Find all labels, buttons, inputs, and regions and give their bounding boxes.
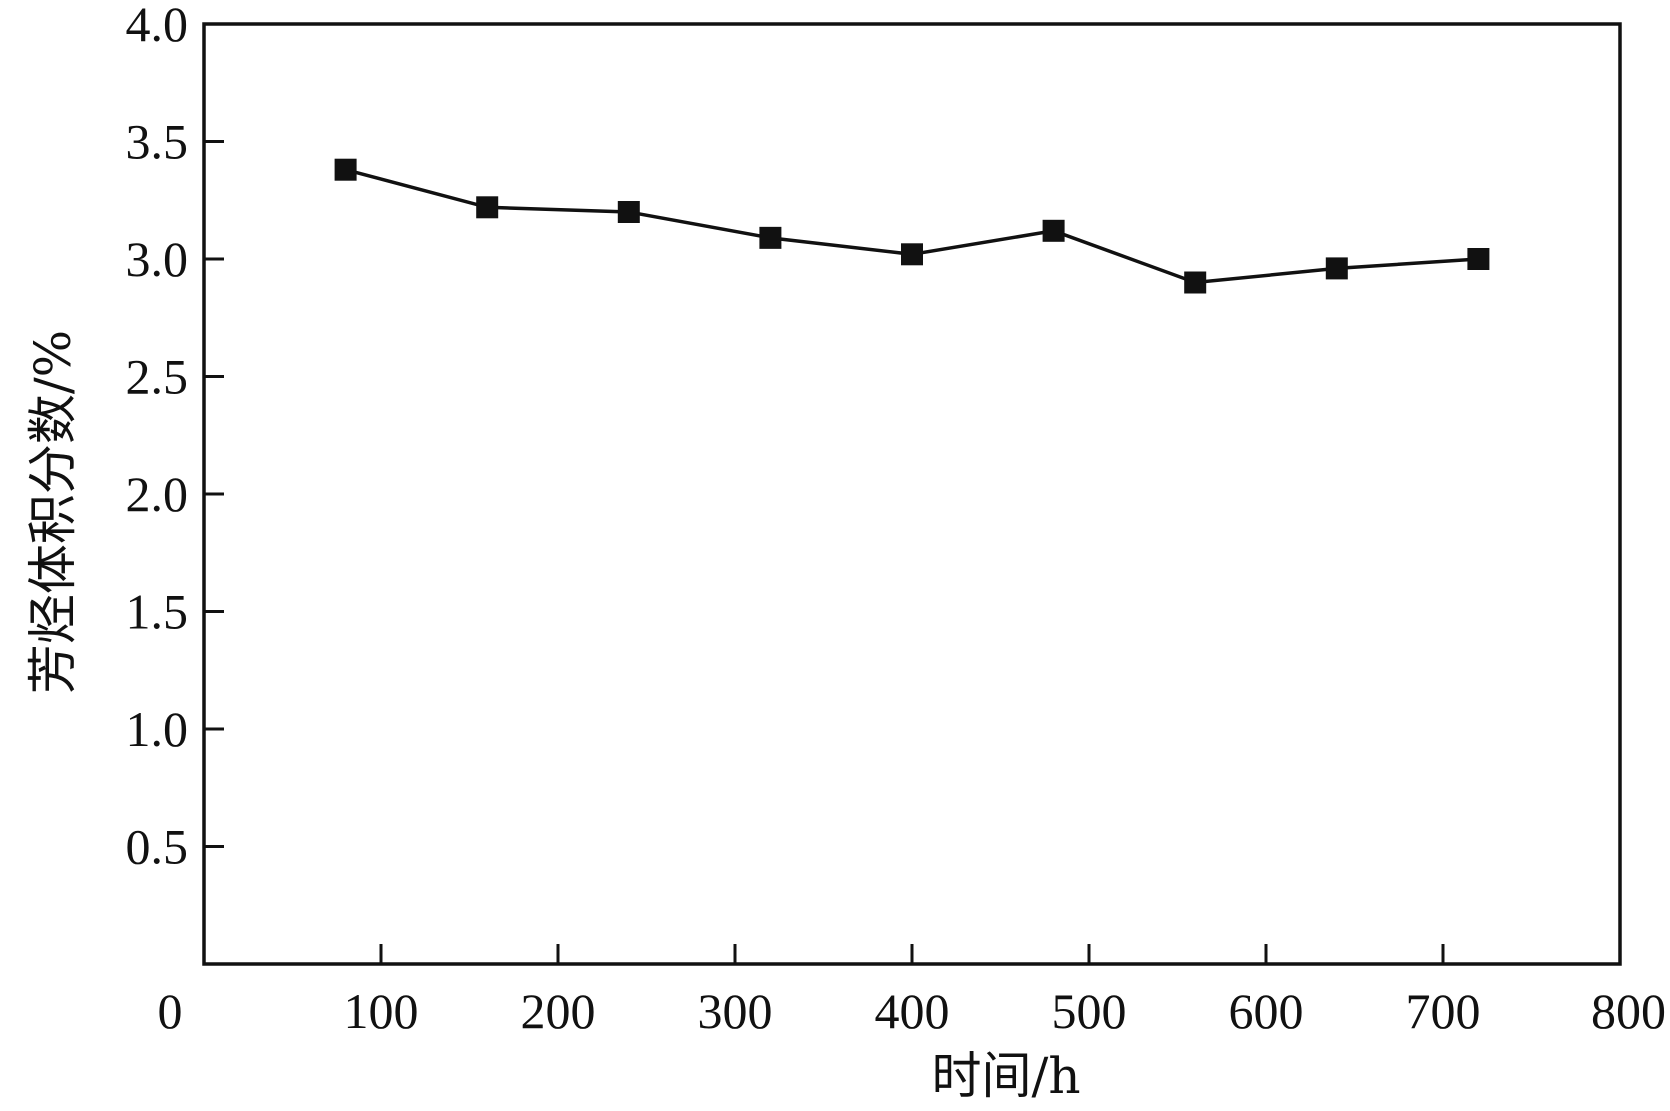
data-point-marker (1042, 219, 1065, 242)
data-point-marker (617, 201, 640, 223)
y-tick-label: 1.0 (126, 701, 189, 757)
x-tick-label: 300 (698, 983, 773, 1039)
x-tick-label: 600 (1229, 983, 1304, 1039)
data-point-marker (901, 243, 923, 266)
x-axis-title: 时间/h (931, 1047, 1080, 1105)
x-tick-label: 500 (1052, 983, 1127, 1039)
y-axis-title: 芳烃体积分数/% (24, 330, 82, 694)
x-tick-label: 800 (1591, 983, 1666, 1039)
series-layer (334, 158, 1490, 294)
x-tick-label: 200 (521, 983, 596, 1039)
y-tick-label: 3.0 (126, 231, 189, 287)
data-point-marker (334, 158, 357, 181)
x-tick-label: 400 (875, 983, 950, 1039)
y-tick-label: 4.0 (126, 0, 189, 52)
y-axis-ticks: 0.5 1.0 1.5 2.0 2.5 3.0 3.5 4.0 (126, 0, 224, 875)
x-axis-ticks: 0 100 200 300 400 500 600 700 800 (158, 944, 1666, 1039)
x-tick-label: 700 (1406, 983, 1481, 1039)
y-tick-label: 3.5 (126, 114, 189, 170)
data-point-marker (1184, 271, 1207, 294)
y-tick-label: 2.5 (126, 349, 189, 405)
y-tick-label: 0.5 (126, 819, 189, 875)
y-tick-label: 1.5 (126, 584, 189, 640)
y-tick-label: 2.0 (126, 466, 189, 522)
data-point-marker (1467, 248, 1490, 270)
x-tick-label: 0 (158, 983, 183, 1039)
series-line (345, 168, 1479, 285)
data-point-marker (476, 196, 499, 219)
x-tick-label: 100 (344, 983, 419, 1039)
data-point-marker (759, 226, 782, 249)
plot-frame (202, 22, 1622, 966)
data-point-marker (1325, 257, 1348, 280)
